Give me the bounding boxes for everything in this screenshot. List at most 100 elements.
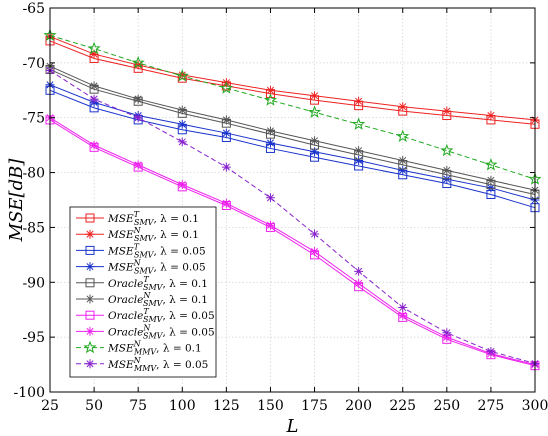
legend-entry: OracleT SMV, λ = 0.1 <box>76 275 208 292</box>
asterisk-marker <box>486 183 496 193</box>
x-axis-label: L <box>286 416 299 436</box>
x-tick-label: 25 <box>41 398 59 414</box>
asterisk-marker <box>221 128 231 138</box>
legend-entry: MSEN MMV, λ = 0.1 <box>76 340 202 357</box>
asterisk-marker <box>442 165 452 175</box>
asterisk-marker <box>442 106 452 116</box>
star-marker <box>396 129 410 142</box>
series-line <box>49 36 536 121</box>
plot-frame <box>49 7 536 393</box>
asterisk-marker <box>265 220 275 230</box>
x-tick-label: 225 <box>389 398 416 414</box>
asterisk-marker <box>310 147 320 157</box>
star-marker <box>219 81 233 94</box>
x-tick-label: 250 <box>433 398 460 414</box>
asterisk-marker <box>486 111 496 121</box>
series-line <box>49 68 536 195</box>
asterisk-marker <box>354 266 364 276</box>
asterisk-marker <box>89 49 99 59</box>
axis-ticks: 25 50 75 100 125 150 175 200 225 250 275 300 -65 -70 -… <box>14 1 548 414</box>
x-tick-label: 200 <box>345 398 372 414</box>
legend-label: MSET SMV, λ = 0.05 <box>107 242 206 259</box>
asterisk-marker <box>398 310 408 320</box>
x-tick-label: 75 <box>129 398 147 414</box>
legend-label: OracleT SMV, λ = 0.1 <box>108 275 208 292</box>
legend-label: MSEN MMV, λ = 0.05 <box>107 356 208 373</box>
series-5 <box>45 64 540 200</box>
asterisk-marker <box>265 85 275 95</box>
series-line <box>49 84 536 201</box>
asterisk-marker <box>310 229 320 239</box>
series-9 <box>43 28 542 185</box>
asterisk-marker <box>89 81 99 91</box>
legend-entry: OracleN SMV, λ = 0.05 <box>76 323 215 340</box>
asterisk-marker <box>133 113 143 123</box>
star-marker <box>440 143 454 157</box>
square-marker <box>85 278 95 288</box>
asterisk-marker <box>486 175 496 185</box>
star-marker <box>263 93 278 106</box>
series-line <box>49 40 536 125</box>
series-6 <box>45 61 540 195</box>
y-tick-label: -85 <box>22 220 45 236</box>
asterisk-marker <box>89 94 99 104</box>
x-tick-label: 125 <box>213 398 240 414</box>
asterisk-marker <box>486 346 496 356</box>
y-tick-label: -95 <box>22 330 45 346</box>
legend-entry: MSEN MMV, λ = 0.05 <box>76 356 208 373</box>
y-tick-label: -65 <box>22 1 45 17</box>
asterisk-marker <box>310 91 320 101</box>
asterisk-marker <box>221 198 231 208</box>
series-2 <box>45 32 540 125</box>
star-marker <box>352 117 366 130</box>
x-tick-label: 100 <box>169 398 196 414</box>
star-marker <box>307 105 322 118</box>
asterisk-marker <box>177 105 187 115</box>
asterisk-marker <box>177 119 187 129</box>
asterisk-marker <box>398 165 408 175</box>
asterisk-marker <box>398 102 408 112</box>
legend-entry: MSET SMV, λ = 0.1 <box>76 210 199 227</box>
legend-entry: MSEN SMV, λ = 0.1 <box>76 226 199 243</box>
square-marker <box>85 245 95 255</box>
star-marker <box>87 41 101 55</box>
legend-label: MSEN MMV, λ = 0.1 <box>107 340 202 357</box>
series-4 <box>45 80 540 205</box>
legend-entry: OracleN SMV, λ = 0.1 <box>76 291 208 308</box>
asterisk-marker <box>133 160 143 170</box>
star-marker <box>484 157 498 171</box>
asterisk-marker <box>89 140 99 150</box>
asterisk-marker <box>85 294 95 304</box>
star-marker <box>131 55 145 69</box>
asterisk-marker <box>354 156 364 166</box>
x-tick-label: 150 <box>257 398 284 414</box>
x-tick-label: 175 <box>301 398 328 414</box>
asterisk-marker <box>398 156 408 166</box>
asterisk-marker <box>221 115 231 125</box>
y-tick-label: -70 <box>22 56 45 72</box>
asterisk-marker <box>85 262 95 272</box>
asterisk-marker <box>354 278 364 288</box>
star-marker <box>83 340 97 354</box>
asterisk-marker <box>177 137 187 147</box>
series-line <box>49 89 536 209</box>
y-tick-label: -75 <box>22 111 45 127</box>
asterisk-marker <box>85 326 95 336</box>
series-line <box>49 70 536 364</box>
asterisk-marker <box>133 94 143 104</box>
y-tick-label: -100 <box>14 385 45 401</box>
legend-label: MSET SMV, λ = 0.1 <box>107 210 199 227</box>
series-line <box>49 117 536 366</box>
legend-label: OracleN SMV, λ = 0.1 <box>108 291 208 308</box>
asterisk-marker <box>265 126 275 136</box>
legend-label: MSEN SMV, λ = 0.05 <box>107 259 206 276</box>
legend-label: OracleN SMV, λ = 0.05 <box>108 323 215 340</box>
legend-box <box>69 206 217 378</box>
asterisk-marker <box>354 146 364 156</box>
asterisk-marker <box>85 359 95 369</box>
y-tick-label: -80 <box>22 166 45 182</box>
legend-label: MSEN SMV, λ = 0.1 <box>107 226 199 243</box>
asterisk-marker <box>177 180 187 190</box>
